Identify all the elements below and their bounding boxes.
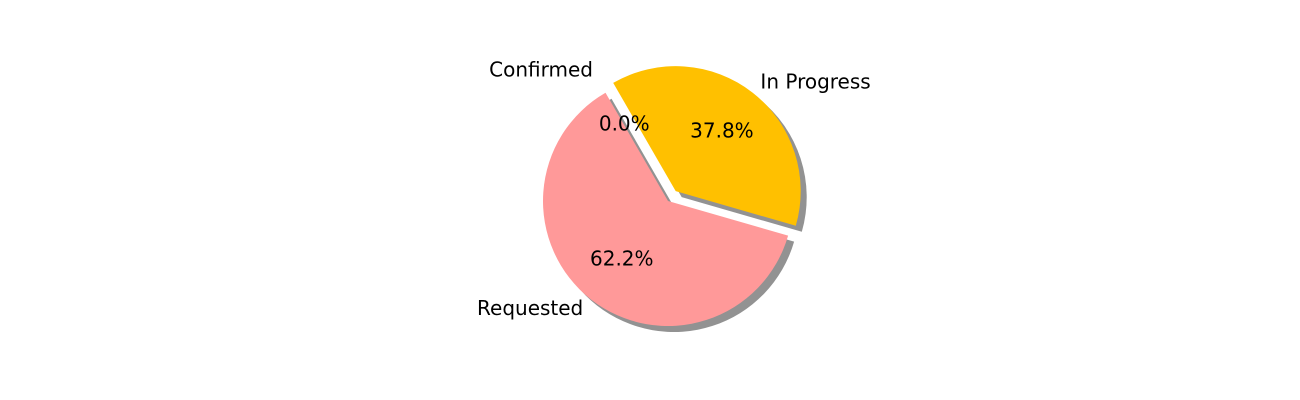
- slice-pct-label-requested: 62.2%: [590, 247, 654, 271]
- pie-slice-in-progress: [613, 66, 801, 226]
- slice-label-in-progress: In Progress: [760, 69, 870, 93]
- slice-pct-label-in-progress: 37.8%: [690, 119, 754, 143]
- pie-slice-requested: [543, 92, 789, 326]
- slice-label-requested: Requested: [477, 296, 583, 320]
- slice-pct-label-confirmed: 0.0%: [599, 112, 650, 136]
- pie-slices: [543, 66, 801, 326]
- pie-labels: Confirmed 0.0% Requested 62.2% In Progress 37…: [477, 58, 871, 320]
- slice-label-confirmed: Confirmed: [489, 58, 593, 82]
